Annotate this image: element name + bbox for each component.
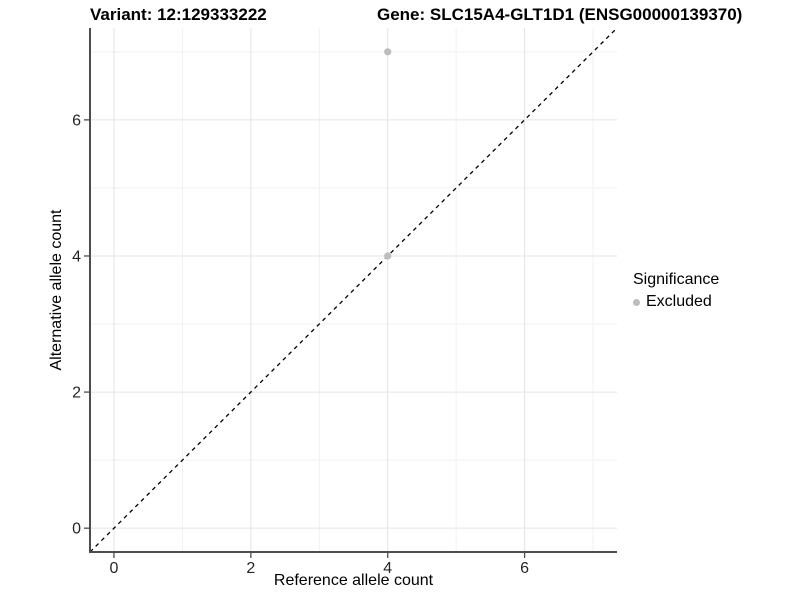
y-tick-label: 2 [72,385,81,402]
legend-item-excluded: Excluded [633,293,719,311]
x-tick-label: 2 [246,560,255,577]
data-point [384,48,392,56]
legend-item-label: Excluded [646,293,712,310]
y-tick-label: 4 [72,248,81,265]
identity-line [89,27,618,553]
legend-point-icon [633,298,640,306]
legend-title: Significance [633,271,720,288]
x-tick-label: 0 [110,560,119,577]
y-tick-label: 6 [72,112,81,129]
x-tick-label: 6 [520,560,529,577]
legend: Significance Excluded [633,271,719,311]
x-axis-title: Reference allele count [273,572,434,589]
y-tick-label: 0 [72,521,81,538]
plot-title-variant: Variant: 12:129333222 [90,5,267,24]
y-axis-title: Alternative allele count [48,209,65,371]
data-point [384,252,392,260]
plot-title-gene: Gene: SLC15A4-GLT1D1 (ENSG00000139370) [377,5,743,24]
x-tick-label: 4 [383,560,392,577]
